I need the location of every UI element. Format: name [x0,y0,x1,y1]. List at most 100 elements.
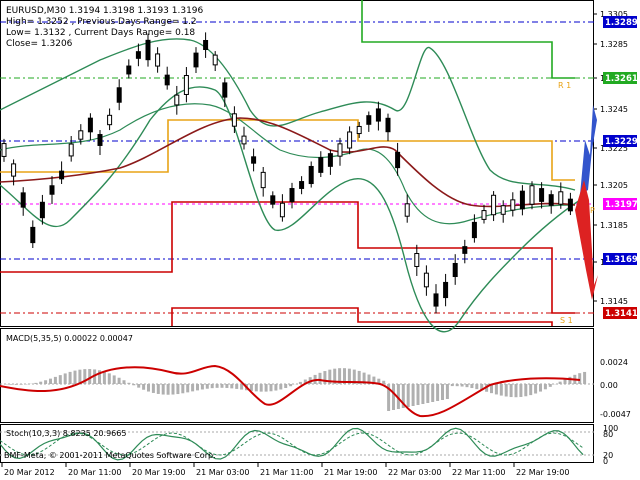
high-line: High= 1.3252 , Previous Days Range= 1.2 [6,17,197,27]
macd-bar [343,368,346,384]
candle [452,262,458,278]
macd-bar [406,384,410,407]
candle [49,185,55,195]
candle [241,135,247,145]
macd-bar [137,384,141,388]
candle [212,54,218,66]
time-axis: 20 Mar 2012 20 Mar 11:00 20 Mar 19:00 21 Ma… [1,463,569,477]
macd-bar [181,384,185,394]
macd-bar [19,384,23,385]
macd-bar [475,384,479,390]
macd-bar [284,384,288,389]
price-axis-label: 1.3205 [600,181,628,190]
candle [20,192,26,208]
stoch-axis-0: 0 [603,457,608,466]
macd-bar [142,384,146,390]
stoch-axis-20: 20 [603,451,613,460]
macd-bar [558,381,562,384]
candle [193,52,199,68]
macd-bar [161,384,165,395]
time-axis-label: 21 Mar 11:00 [260,468,313,477]
macd-axis: 0.0024 0.00 -0.0047 [600,358,631,419]
candle [164,74,170,86]
macd-bar [83,369,87,384]
arrow-up-icon [580,105,597,195]
candle [519,190,525,210]
close-line: Close= 1.3206 [6,39,73,49]
moving-average [0,117,576,208]
macd-bar [102,371,106,384]
candle [279,202,285,218]
candle [491,194,497,216]
macd-bar [445,384,449,399]
macd-bar [568,376,572,384]
macd-bar [53,376,57,384]
price-tag-label: 1.3229 [605,137,638,147]
macd-title: MACD(5,35,5) 0.00022 0.00047 [6,334,133,343]
candle [356,125,362,135]
copyright-text: BMF-Meta, © 2001-2011 MetaQuotes Softwar… [4,451,216,460]
macd-bar [436,384,440,401]
macd-bar [259,384,263,392]
candle [529,185,535,205]
candle [414,253,420,267]
macd-bar [470,384,474,389]
candle [404,203,410,217]
macd-bar [362,372,366,384]
macd-bar [519,384,523,397]
macd-bar [504,384,508,397]
candle [347,131,353,149]
candle [203,39,209,51]
price-tag-label: 1.3197 [605,200,638,210]
price-tag-label: 1.3141 [605,309,638,319]
price-tag-box [603,307,637,319]
price-candles [1,32,573,314]
candle [510,199,516,211]
price-tag-box [603,135,637,147]
macd-bar [58,375,62,384]
macd-bar [132,384,136,386]
macd-bar [367,374,371,384]
macd-bar [539,384,542,392]
macd-bar [548,384,552,387]
macd-bar [465,384,469,388]
stoch-frame [0,424,594,463]
price-tag-box [603,72,637,84]
macd-axis-zero: 0.00 [600,381,618,390]
price-tag-box [603,16,637,28]
candle [231,113,237,127]
macd-bar [323,371,327,384]
macd-bar [230,384,234,389]
daily-support-step [0,201,575,314]
candle [375,108,381,122]
r1-label: R 1 [558,81,571,90]
macd-bar [14,384,18,385]
candle [222,82,228,98]
macd-bar [269,384,273,392]
candle [174,94,180,106]
price-axis-label: 1.3245 [600,105,628,114]
price-axis-label: 1.3145 [600,297,628,306]
candle [539,188,545,202]
stoch-main-line [0,427,584,461]
price-axis-label: 1.3185 [600,221,628,230]
low-line: Low= 1.3132 , Current Days Range= 0.18 [6,28,195,38]
daily-resistance-step [361,0,575,79]
macd-bar [450,384,454,387]
time-axis-label: 22 Mar 03:00 [388,468,441,477]
macd-bar [392,384,395,410]
price-tag-label: 1.3169 [605,255,638,265]
macd-bar [196,384,199,391]
macd-bar [112,375,116,384]
candle [289,188,295,202]
macd-bar [401,384,405,408]
macd-frame [0,328,594,423]
macd-bar [460,384,464,387]
bollinger-lower [0,86,581,333]
candle [1,143,7,157]
macd-bar [377,378,381,384]
bollinger-middle [0,103,576,225]
macd-bar [494,384,498,395]
macd-bar [303,379,307,384]
